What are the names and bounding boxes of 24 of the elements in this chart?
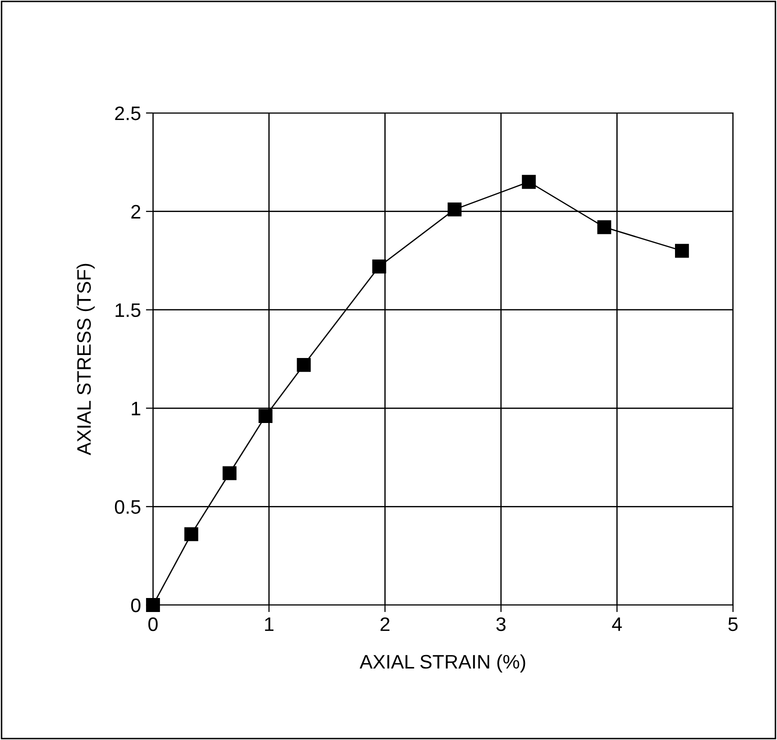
point xyxy=(675,244,689,258)
y-tick-label: 1.5 xyxy=(116,303,140,318)
point xyxy=(522,174,536,189)
y-tick-label: 1 xyxy=(132,402,140,416)
point xyxy=(296,358,311,372)
y-tick-label: 0 xyxy=(131,598,140,612)
point xyxy=(372,260,386,274)
x-tick-label: 3 xyxy=(496,617,506,632)
point xyxy=(184,527,198,542)
x-tick-label: 1 xyxy=(265,618,274,631)
x-tick-label: 0 xyxy=(148,617,158,632)
point xyxy=(222,466,237,480)
x-tick-label: 2 xyxy=(380,617,390,631)
point xyxy=(258,409,272,424)
point xyxy=(146,598,160,612)
y-tick-label: 0.5 xyxy=(114,500,140,514)
y-tick-label: 2 xyxy=(131,204,140,218)
x-tick-label: 4 xyxy=(612,618,622,631)
point xyxy=(597,220,612,234)
y-tick-label: 2.5 xyxy=(115,106,140,120)
x-axis-title: AXIAL STRAIN (%) xyxy=(360,654,526,672)
x-tick-label: 5 xyxy=(728,618,738,632)
point xyxy=(448,202,462,216)
y-axis-title: AXIAL STRESS (TSF) xyxy=(76,264,95,456)
